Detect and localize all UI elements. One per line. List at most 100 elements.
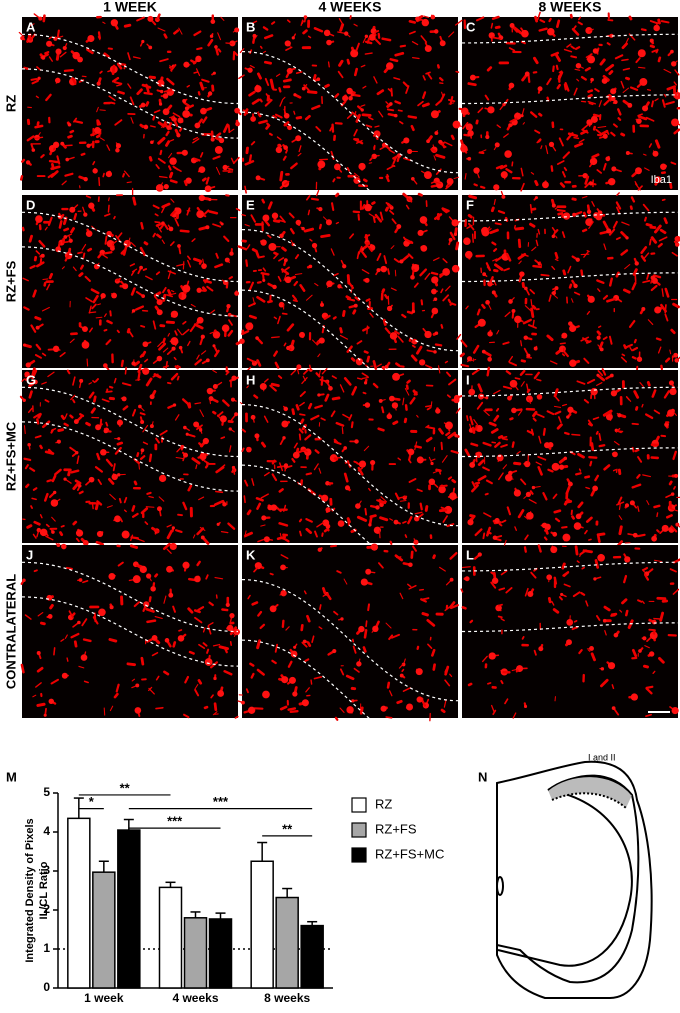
cell-process [118,92,123,94]
micrograph: A [19,14,240,196]
cell-body [538,646,543,651]
cell-process [222,609,227,610]
cell-body [662,525,669,532]
cell-body [304,15,308,19]
cell-process [157,641,159,643]
cell-process [283,314,287,315]
cell-body [234,108,240,114]
cell-process [576,47,579,49]
cell-process [412,126,414,130]
cell-body [213,72,216,75]
cell-process [147,621,155,622]
cell-body [406,704,413,711]
cell-body [376,268,380,272]
cell-body [566,639,572,645]
cell-process [35,126,42,127]
cell-process [621,416,624,417]
cell-body [481,229,489,237]
cell-process [35,522,40,524]
cell-body [674,474,678,478]
cell-body [182,99,186,103]
cell-process [396,53,403,55]
cell-body [569,360,576,367]
cell-body [255,336,259,340]
cell-process [336,194,338,196]
cell-process [549,598,550,601]
cell-body [342,264,346,268]
cell-process [31,506,32,508]
cell-body [94,127,101,134]
cell-body [222,324,230,332]
cell-process [401,46,405,47]
cell-body [608,178,615,185]
cell-process [262,273,269,274]
cell-process [41,446,42,448]
cell-body [534,347,538,351]
cell-body [157,506,162,511]
cell-process [250,664,253,666]
cell-process [93,381,95,382]
cell-process [565,84,566,89]
cell-process [473,234,474,242]
panel-letter: N [478,769,487,784]
cell-body [478,393,484,399]
cell-process [597,432,598,434]
cell-process [577,561,579,562]
cell-process [242,215,245,216]
cell-process [74,214,75,219]
cell-process [452,136,453,139]
cell-process [105,237,106,244]
panel-letter: B [246,19,255,34]
cell-body [206,358,210,362]
cell-process [151,126,155,127]
cell-process [334,317,336,318]
cell-body [492,578,498,584]
cell-body [526,492,531,497]
cell-body [638,49,646,57]
cell-process [259,121,266,123]
cell-process [71,131,73,132]
cell-process [373,203,375,204]
row-label: CONTRALATERAL [3,574,18,689]
cell-process [26,485,28,487]
cell-body [519,271,524,276]
cell-body [272,213,278,219]
cell-process [626,78,628,79]
cell-process [408,312,412,313]
cell-body [199,166,206,173]
cell-body [569,325,576,332]
cell-body [172,526,175,529]
cell-body [431,110,439,118]
cell-body [652,620,657,625]
cell-body [420,245,427,252]
cell-body [487,106,494,113]
cell-body [353,177,360,184]
cell-process [622,59,628,60]
cell-process [590,462,591,466]
cell-process [492,442,495,443]
cell-body [229,427,232,430]
cell-process [37,419,38,423]
cell-body [292,691,297,696]
cell-process [253,602,257,604]
cell-body [546,574,552,580]
cell-process [64,229,67,230]
cell-body [587,210,591,214]
y-axis-label: IL/CL Ratio [38,861,50,919]
cell-process [348,168,349,171]
cell-body [287,125,292,130]
cell-process [22,160,24,162]
cell-process [436,345,441,346]
cell-body [552,235,555,238]
cell-process [364,180,366,181]
cell-body [257,564,261,568]
cell-process [341,328,342,332]
cell-body [239,338,244,343]
cell-body [510,380,518,388]
cell-body [354,439,359,444]
cell-process [355,69,356,75]
cell-body [61,544,67,550]
cell-process [483,533,484,538]
cell-process [654,506,659,507]
cell-body [611,390,617,396]
